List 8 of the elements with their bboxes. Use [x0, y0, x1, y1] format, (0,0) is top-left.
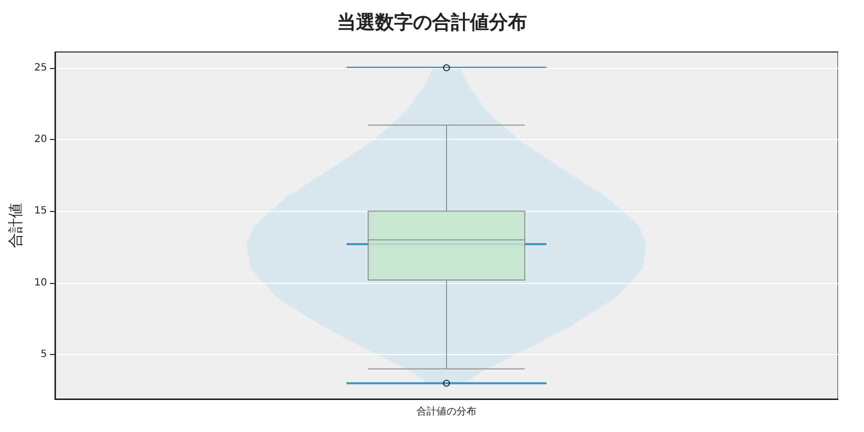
- chart-title: 当選数字の合計値分布: [337, 12, 527, 34]
- y-tick-label: 5: [40, 349, 47, 360]
- y-tick-label: 20: [34, 134, 47, 145]
- y-tick-label: 25: [34, 62, 47, 74]
- y-axis-title: 合計値: [6, 203, 24, 248]
- y-tick-label: 15: [34, 206, 47, 217]
- y-tick-label: 10: [34, 277, 47, 288]
- x-tick-label: 合計値の分布: [416, 406, 476, 418]
